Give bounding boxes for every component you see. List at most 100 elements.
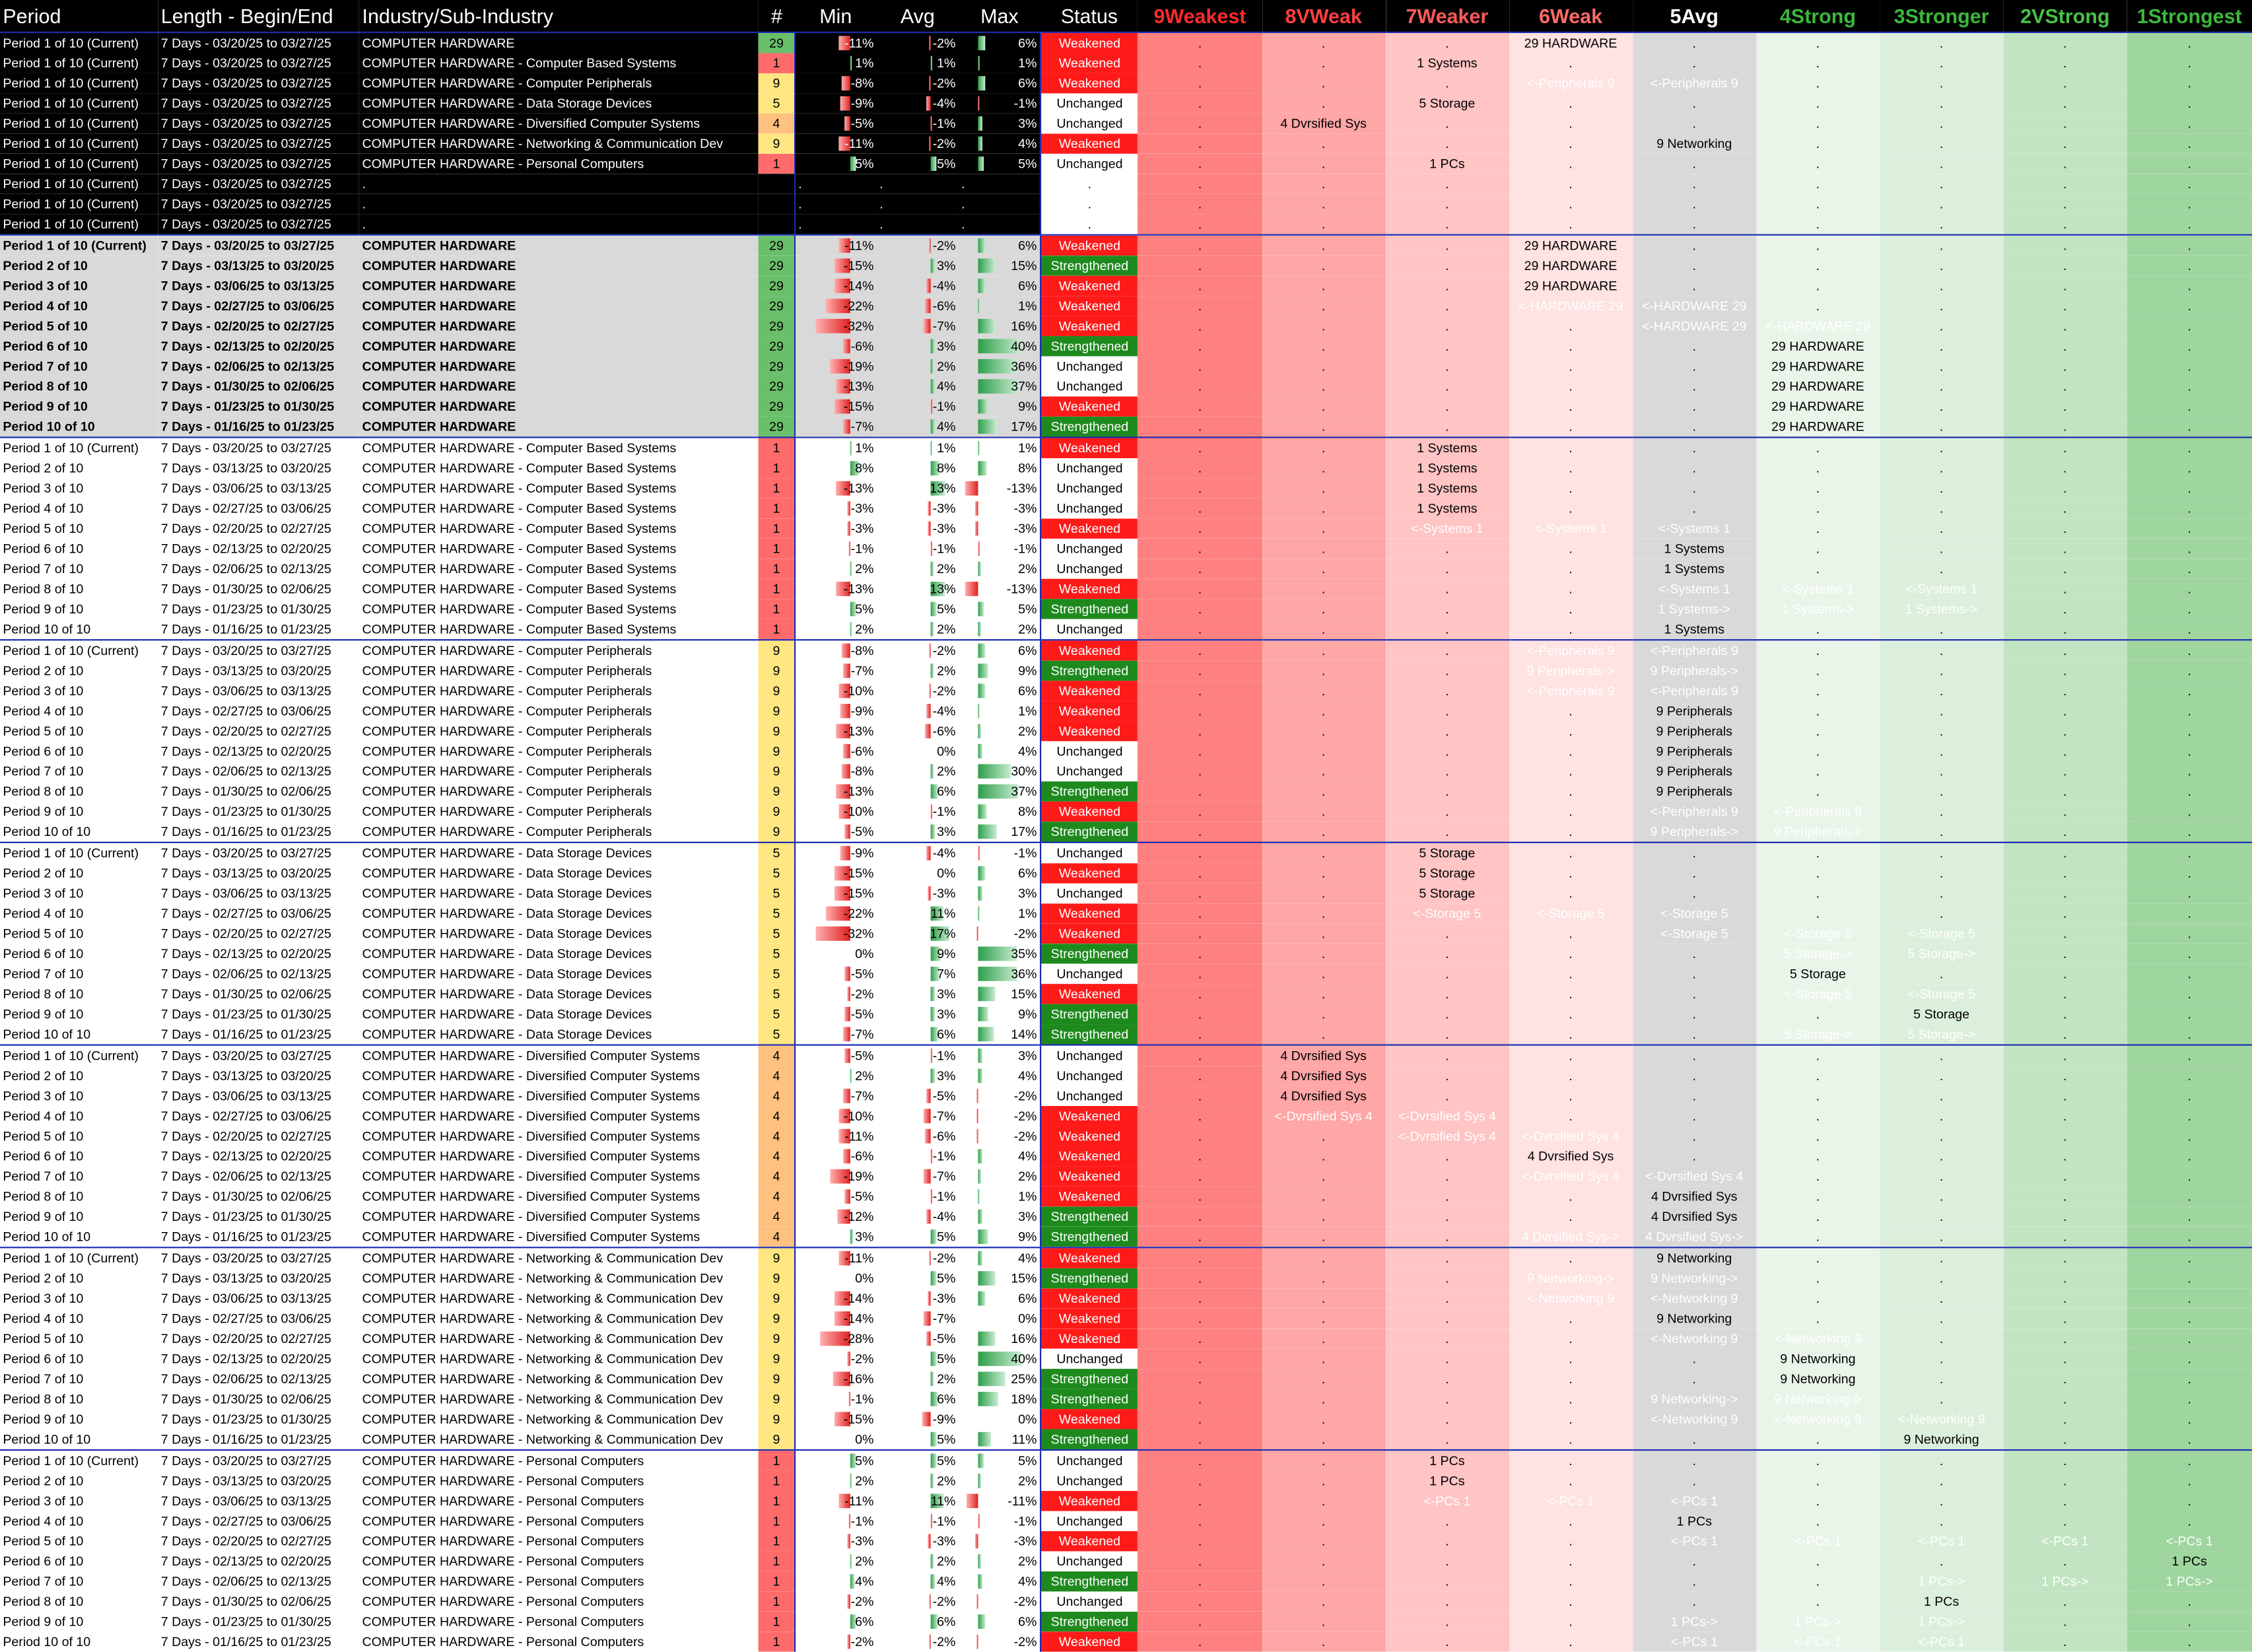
length-cell[interactable]: 7 Days - 02/06/25 to 02/13/25 [160,967,331,981]
level-1-cell[interactable]: . [2127,316,2252,337]
status-badge[interactable]: Strengthened [1040,1369,1138,1389]
level-7-cell[interactable]: 5 Storage [1385,883,1509,904]
level-7-cell[interactable]: . [1385,1004,1509,1025]
min-cell[interactable]: -32% [794,316,877,337]
level-9-cell[interactable]: . [1138,538,1262,559]
level-8-cell[interactable]: . [1262,458,1386,479]
level-3-cell[interactable]: . [1879,963,2004,984]
table-row[interactable]: Period 7 of 10 7 Days - 02/06/25 to 02/13… [0,1571,2252,1592]
table-row[interactable]: Period 5 of 10 7 Days - 02/20/25 to 02/27… [0,721,2252,741]
level-2-cell[interactable]: . [2003,316,2127,337]
table-row[interactable]: Period 3 of 10 7 Days - 03/06/25 to 03/13… [0,478,2252,499]
period-cell[interactable]: Period 4 of 10 [3,1109,84,1124]
industry-cell[interactable]: COMPUTER HARDWARE [359,316,759,337]
table-row[interactable]: Period 10 of 10 7 Days - 01/16/25 to 01/2… [0,416,2252,438]
industry-cell[interactable]: COMPUTER HARDWARE - Data Storage Devices [362,886,652,901]
level-4-cell[interactable]: <-Peripherals 9 [1756,801,1880,822]
level-7-cell[interactable]: . [1385,174,1509,194]
industry-cell[interactable]: COMPUTER HARDWARE - Computer Peripherals [362,683,652,699]
length-cell[interactable]: 7 Days - 01/16/25 to 01/23/25 [158,416,360,438]
level-7-cell[interactable]: . [1385,396,1509,417]
level-6-cell[interactable]: <-Dvrsified Sys 4 [1509,1126,1633,1146]
level-1-cell[interactable]: . [2127,559,2252,579]
length-cell[interactable]: 7 Days - 02/13/25 to 02/20/25 [160,946,331,961]
level-7-cell[interactable]: . [1385,660,1509,681]
level-6-cell[interactable]: . [1509,1106,1633,1126]
level-5-cell[interactable]: 1 Systems [1632,538,1756,559]
table-row[interactable]: Period 3 of 10 7 Days - 03/06/25 to 03/13… [0,681,2252,701]
level-9-cell[interactable]: . [1138,133,1262,154]
level-1-cell[interactable]: . [2127,1308,2252,1329]
max-cell[interactable]: 0% [958,1409,1041,1429]
avg-cell[interactable]: 3% [876,256,959,276]
level-3-cell[interactable]: . [1879,883,2004,904]
industry-cell[interactable]: COMPUTER HARDWARE - Diversified Computer… [362,1068,700,1084]
level-4-cell[interactable]: 29 HARDWARE [1756,356,1880,376]
level-4-cell[interactable]: . [1756,639,1880,661]
level-6-cell[interactable]: . [1509,1044,1633,1066]
avg-cell[interactable]: -2% [876,133,959,154]
length-cell[interactable]: 7 Days - 03/13/25 to 03/20/25 [160,664,331,678]
level-3-cell[interactable]: . [1879,436,2004,458]
count-cell[interactable]: 9 [759,761,795,782]
count-cell[interactable]: 4 [759,1166,795,1187]
level-9-cell[interactable]: . [1138,1044,1262,1066]
level-6-cell[interactable]: . [1509,619,1633,640]
level-3-cell[interactable]: . [1879,1308,2004,1329]
level-1-cell[interactable]: . [2127,416,2252,438]
level-2-cell[interactable]: . [2003,458,2127,479]
status-badge[interactable]: Strengthened [1040,1611,1138,1632]
min-cell[interactable]: 5% [794,599,877,619]
count-cell[interactable]: 5 [759,944,795,964]
level-1-cell[interactable]: . [2127,113,2252,134]
min-cell[interactable]: 5% [794,153,877,174]
level-7-cell[interactable]: 5 Storage [1385,93,1509,114]
level-3-cell[interactable]: . [1879,376,2004,397]
table-row[interactable]: Period 6 of 10 7 Days - 02/13/25 to 02/20… [0,1551,2252,1571]
level-7-cell[interactable]: 5 Storage [1385,863,1509,883]
length-cell[interactable]: 7 Days - 03/06/25 to 03/13/25 [160,1494,331,1509]
avg-cell[interactable]: 2% [877,619,959,640]
level-8-cell[interactable]: . [1262,721,1386,741]
level-3-cell[interactable]: . [1879,559,2004,579]
avg-cell[interactable]: -2% [876,31,959,53]
table-row[interactable]: Period 3 of 10 7 Days - 03/06/25 to 03/13… [0,1491,2252,1511]
min-cell[interactable]: . [794,193,877,215]
level-9-cell[interactable]: . [1138,1348,1262,1369]
level-9-cell[interactable]: . [1138,1409,1262,1429]
status-badge[interactable]: Unchanged [1040,1591,1138,1612]
level-5-cell[interactable]: 9 Peripherals [1632,781,1756,802]
max-cell[interactable]: 2% [958,559,1041,579]
industry-cell[interactable]: COMPUTER HARDWARE [359,336,759,357]
level-4-cell[interactable]: . [1756,436,1880,458]
level-6-cell[interactable]: . [1509,701,1633,722]
level-5-cell[interactable]: . [1632,1024,1756,1045]
table-row[interactable]: Period 6 of 10 7 Days - 02/13/25 to 02/20… [0,1348,2252,1369]
level-3-cell[interactable]: . [1879,761,2004,782]
level-9-cell[interactable]: . [1138,234,1262,256]
level-8-cell[interactable]: . [1262,1268,1386,1289]
min-cell[interactable]: -2% [794,1348,877,1369]
min-cell[interactable]: -3% [794,1531,877,1552]
status-badge[interactable]: Weakened [1040,1166,1138,1187]
level-6-cell[interactable]: . [1509,1004,1633,1025]
level-5-cell[interactable]: 9 Peripherals-> [1632,660,1756,681]
level-6-cell[interactable]: <-Networking 9 [1509,1288,1633,1309]
level-4-cell[interactable]: 29 HARDWARE [1756,396,1880,417]
col-header-max[interactable]: Max [958,0,1041,32]
table-row[interactable]: Period 4 of 10 7 Days - 02/27/25 to 03/06… [0,701,2252,722]
status-badge[interactable]: Weakened [1040,1288,1138,1309]
level-3-cell[interactable]: . [1879,93,2004,114]
level-7-cell[interactable]: 1 Systems [1385,478,1509,499]
level-9-cell[interactable]: . [1138,903,1262,924]
level-6-cell[interactable]: <-Peripherals 9 [1509,73,1633,94]
level-7-cell[interactable]: . [1385,1511,1509,1531]
level-9-cell[interactable]: . [1138,1085,1262,1107]
avg-cell[interactable]: -2% [876,73,959,94]
level-1-cell[interactable]: . [2127,498,2252,519]
col-header-min[interactable]: Min [794,0,877,32]
length-cell[interactable]: 7 Days - 01/23/25 to 01/30/25 [160,602,331,617]
max-cell[interactable]: . [958,214,1041,235]
level-4-cell[interactable]: . [1756,741,1880,761]
min-cell[interactable]: -7% [794,660,877,681]
